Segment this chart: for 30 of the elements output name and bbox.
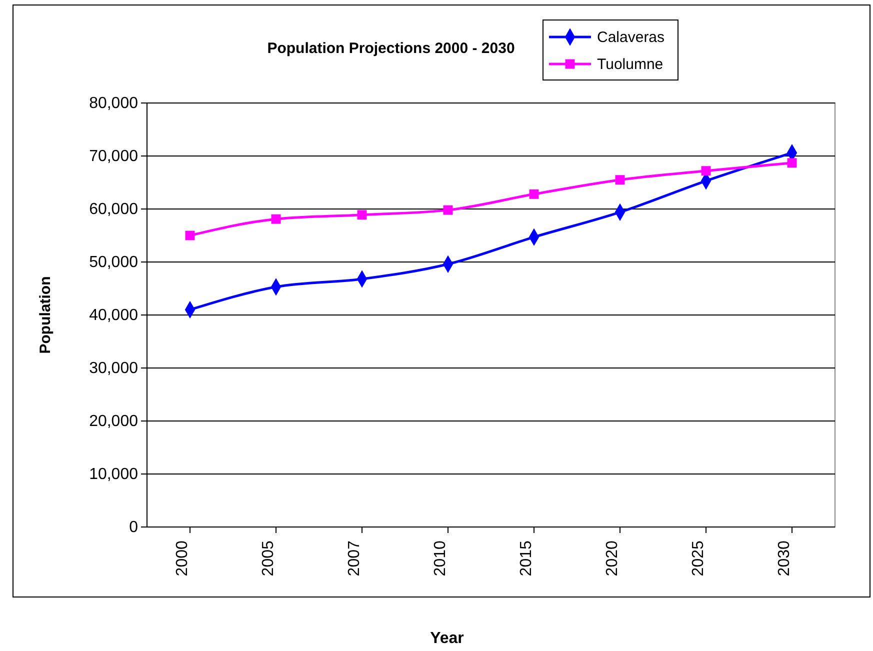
y-tick-label: 70,000 bbox=[89, 148, 138, 166]
chart-title: Population Projections 2000 - 2030 bbox=[267, 40, 515, 57]
x-tick-label: 2030 bbox=[776, 540, 793, 576]
point bbox=[701, 166, 711, 176]
point bbox=[271, 214, 281, 224]
y-tick-label: 10,000 bbox=[89, 466, 138, 484]
y-axis-title: Population bbox=[37, 276, 54, 354]
x-tick-label: 2020 bbox=[604, 540, 621, 576]
legend-label: Calaveras bbox=[597, 29, 665, 46]
point bbox=[443, 205, 453, 215]
point bbox=[615, 175, 625, 185]
point bbox=[529, 189, 539, 199]
point bbox=[787, 158, 797, 168]
x-tick-label: 2010 bbox=[432, 540, 449, 576]
x-axis-title: Year bbox=[430, 630, 464, 647]
y-tick-label: 20,000 bbox=[89, 413, 138, 430]
x-tick-label: 2005 bbox=[260, 540, 277, 576]
y-tick-label: 60,000 bbox=[89, 201, 138, 218]
y-tick-label: 30,000 bbox=[89, 360, 138, 378]
point bbox=[185, 230, 195, 240]
x-tick-label: 2025 bbox=[690, 540, 707, 576]
y-tick-label: 80,000 bbox=[89, 95, 138, 112]
y-tick-label: 0 bbox=[129, 519, 138, 536]
x-tick-label: 2015 bbox=[518, 540, 535, 576]
point bbox=[357, 210, 367, 220]
x-tick-label: 2000 bbox=[174, 540, 191, 576]
y-tick-label: 50,000 bbox=[89, 254, 138, 272]
legend-label: Tuolumne bbox=[597, 56, 664, 73]
y-tick-label: 40,000 bbox=[89, 307, 138, 324]
x-tick-label: 2007 bbox=[346, 540, 363, 576]
